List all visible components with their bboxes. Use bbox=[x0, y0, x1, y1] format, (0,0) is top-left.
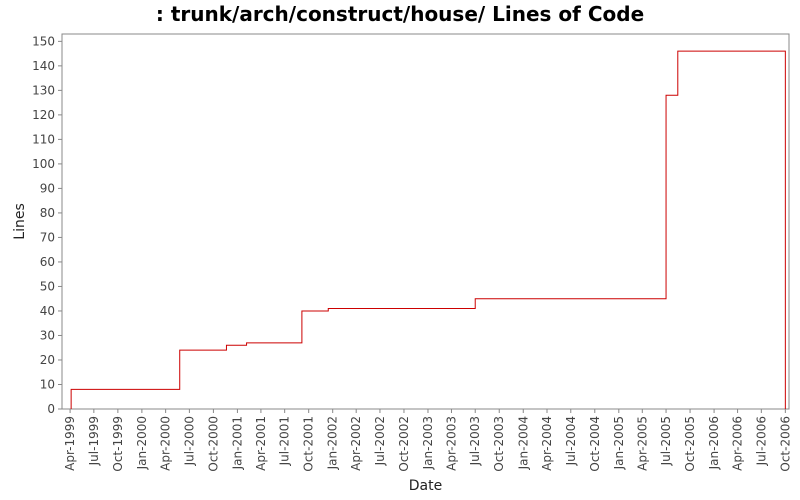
data-point bbox=[785, 51, 786, 52]
x-tick-label: Jul-2005 bbox=[659, 416, 673, 466]
y-tick-label: 130 bbox=[32, 83, 55, 97]
x-tick-label: Jan-2005 bbox=[612, 416, 626, 470]
y-axis-label: Lines bbox=[12, 203, 28, 239]
x-axis-label: Date bbox=[409, 478, 442, 494]
data-point bbox=[475, 298, 476, 299]
y-tick-label: 140 bbox=[32, 59, 55, 73]
plot-area bbox=[61, 33, 790, 410]
x-tick-label: Oct-2003 bbox=[492, 416, 506, 472]
x-tick-label: Apr-2005 bbox=[635, 416, 649, 471]
x-tick-label: Oct-1999 bbox=[111, 416, 125, 472]
data-point bbox=[246, 342, 247, 343]
y-tick-label: 70 bbox=[40, 230, 55, 244]
y-tick-label: 20 bbox=[40, 353, 55, 367]
x-tick-label: Apr-1999 bbox=[63, 416, 77, 471]
data-point bbox=[785, 409, 786, 410]
x-tick-label: Oct-2001 bbox=[302, 416, 316, 472]
x-tick-label: Jan-2006 bbox=[707, 416, 721, 470]
x-tick-label: Apr-2000 bbox=[159, 416, 173, 471]
x-tick-label: Apr-2006 bbox=[731, 416, 745, 471]
x-tick-label: Jul-2000 bbox=[182, 416, 196, 466]
x-tick-label: Jul-2001 bbox=[278, 416, 292, 466]
y-tick-label: 50 bbox=[40, 279, 55, 293]
x-tick-label: Apr-2002 bbox=[349, 416, 363, 471]
x-tick-label: Oct-2002 bbox=[397, 416, 411, 472]
y-tick-label: 40 bbox=[40, 304, 55, 318]
y-tick-label: 120 bbox=[32, 108, 55, 122]
x-tick-label: Oct-2005 bbox=[683, 416, 697, 472]
series-line-0 bbox=[70, 50, 786, 409]
chart-title: : trunk/arch/construct/house/ Lines of C… bbox=[155, 2, 645, 26]
x-tick-label: Jan-2004 bbox=[516, 416, 530, 470]
y-tick-label: 10 bbox=[40, 377, 55, 391]
x-tick-label: Jul-2003 bbox=[468, 416, 482, 466]
y-tick-label: 80 bbox=[40, 206, 55, 220]
y-tick-label: 0 bbox=[47, 402, 55, 416]
y-tick-label: 110 bbox=[32, 132, 55, 146]
x-tick-label: Apr-2004 bbox=[540, 416, 554, 471]
data-point bbox=[328, 308, 329, 309]
x-tick-label: Jul-1999 bbox=[87, 416, 101, 466]
x-tick-label: Jul-2006 bbox=[754, 416, 768, 466]
x-tick-label: Oct-2000 bbox=[206, 416, 220, 472]
y-tick-label: 30 bbox=[40, 328, 55, 342]
data-point bbox=[71, 409, 72, 410]
data-point bbox=[677, 51, 678, 52]
x-tick-label: Jan-2000 bbox=[135, 416, 149, 470]
x-tick-label: Jul-2002 bbox=[373, 416, 387, 466]
x-tick-label: Oct-2004 bbox=[588, 416, 602, 472]
data-point bbox=[301, 310, 302, 311]
y-tick-label: 150 bbox=[32, 34, 55, 48]
x-tick-label: Oct-2006 bbox=[778, 416, 792, 472]
data-point bbox=[179, 350, 180, 351]
y-tick-label: 60 bbox=[40, 255, 55, 269]
x-tick-label: Apr-2001 bbox=[254, 416, 268, 471]
data-point bbox=[666, 95, 667, 96]
x-tick-label: Jul-2004 bbox=[564, 416, 578, 466]
x-tick-label: Jan-2003 bbox=[421, 416, 435, 470]
x-tick-label: Apr-2003 bbox=[444, 416, 458, 471]
data-point bbox=[71, 389, 72, 390]
data-point bbox=[226, 345, 227, 346]
y-tick-label: 100 bbox=[32, 157, 55, 171]
x-tick-label: Jan-2001 bbox=[230, 416, 244, 470]
x-tick-label: Jan-2002 bbox=[326, 416, 340, 470]
y-tick-label: 90 bbox=[40, 181, 55, 195]
